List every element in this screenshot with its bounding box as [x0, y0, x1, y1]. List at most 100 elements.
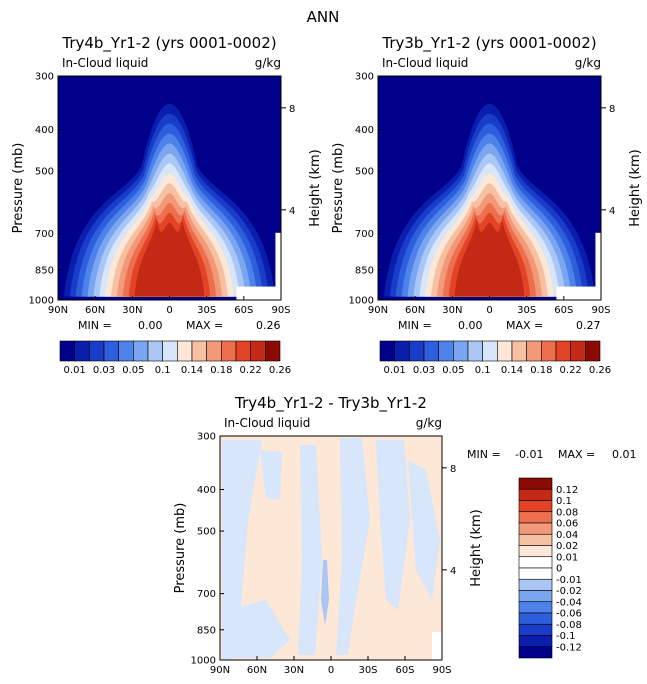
x-tick-label: 30N: [442, 305, 462, 316]
min-value: -0.01: [515, 448, 543, 461]
colorbar-swatch: [570, 340, 586, 362]
y-tick-label: 300: [197, 432, 216, 443]
colorbar-swatch: [518, 522, 553, 535]
min-label: MIN =: [398, 319, 432, 332]
colorbar-label: 0.18: [530, 365, 552, 376]
panel-try4b: 90N 60N 30N 0 30S 60S 90S 300 400 500 700 850 1000 8 4…: [11, 34, 323, 376]
colorbar-label: -0.08: [556, 620, 582, 631]
colorbar-swatch: [235, 340, 251, 362]
units-label: g/kg: [416, 416, 442, 430]
colorbar-label: 0.1: [155, 365, 171, 376]
colorbar-swatch: [518, 488, 553, 501]
units-label: g/kg: [255, 56, 281, 70]
colorbar-swatch: [518, 646, 553, 659]
x-tick-label: 30N: [284, 665, 304, 676]
x-tick-label: 30S: [358, 665, 377, 676]
colorbar-swatch: [103, 340, 119, 362]
y-tick-label: 700: [197, 589, 216, 600]
colorbar-swatch: [518, 545, 553, 558]
min-value: 0.00: [458, 319, 483, 332]
y-tick-label: 850: [35, 265, 54, 276]
colorbar-swatch: [74, 340, 90, 362]
panel-title: Try4b_Yr1-2 - Try3b_Yr1-2: [234, 394, 427, 413]
colorbar-swatch: [89, 340, 105, 362]
colorbar-label: 0.03: [413, 365, 435, 376]
y-tick-label: 1000: [29, 296, 54, 307]
variable-label: In-Cloud liquid: [382, 56, 468, 70]
x-tick-label: 60S: [554, 305, 573, 316]
colorbar-label: 0.22: [240, 365, 262, 376]
y2-tick-label: 8: [289, 104, 295, 115]
negative-difference-region: [260, 450, 282, 500]
x-tick-label: 30S: [197, 305, 216, 316]
y-axis-label: Pressure (mb): [331, 143, 346, 234]
colorbar-swatch: [394, 340, 410, 362]
colorbar-swatch: [555, 340, 571, 362]
x-tick-label: 0: [166, 305, 172, 316]
x-tick-label: 90N: [368, 305, 388, 316]
colorbar-swatch: [497, 340, 513, 362]
colorbar-label: 0.06: [556, 519, 578, 530]
y2-tick-label: 4: [609, 206, 615, 217]
colorbar-label: -0.02: [556, 586, 582, 597]
y-tick-label: 400: [35, 125, 54, 136]
y2-tick-label: 8: [450, 464, 456, 475]
x-tick-label: 30S: [517, 305, 536, 316]
min-label: MIN =: [78, 319, 112, 332]
max-value: 0.26: [256, 319, 281, 332]
colorbar-swatch: [133, 340, 149, 362]
colorbar-label: 0.22: [560, 365, 582, 376]
x-tick-label: 90S: [271, 305, 290, 316]
colorbar-swatch: [518, 623, 553, 636]
colorbar-label: 0.26: [269, 365, 291, 376]
x-tick-label: 90N: [48, 305, 68, 316]
colorbar-label: 0.04: [556, 530, 578, 541]
negative-difference-region: [408, 460, 440, 600]
colorbar-label: 0.05: [122, 365, 144, 376]
colorbar-swatch: [453, 340, 469, 362]
x-tick-label: 0: [486, 305, 492, 316]
colorbar-swatch: [518, 612, 553, 625]
colorbar-swatch: [438, 340, 454, 362]
missing-data-region: [595, 232, 601, 300]
negative-difference-region: [336, 438, 370, 655]
x-tick-label: 30N: [122, 305, 142, 316]
colorbar-label: -0.01: [556, 575, 582, 586]
colorbar-label: 0: [556, 564, 562, 575]
y-tick-label: 300: [355, 72, 374, 83]
y2-tick-label: 4: [289, 206, 295, 217]
colorbar-label: -0.1: [556, 631, 576, 642]
y2-axis-label: Height (km): [628, 149, 643, 226]
x-tick-label: 60N: [85, 305, 105, 316]
missing-data-region: [556, 286, 601, 300]
y2-axis-label: Height (km): [469, 509, 484, 586]
panel-difference: 90N 60N 30N 0 30S 60S 90S 300 400 500 700 850 1000 8 4…: [173, 394, 637, 676]
colorbar-swatch: [423, 340, 439, 362]
colorbar-swatch: [526, 340, 542, 362]
negative-difference-region: [321, 560, 329, 625]
panel-try3b: 90N 60N 30N 0 30S 60S 90S 300 400 500 700 850 1000 8 4…: [331, 34, 643, 376]
variable-label: In-Cloud liquid: [62, 56, 148, 70]
colorbar-swatch: [482, 340, 498, 362]
colorbar-swatch: [518, 533, 553, 546]
colorbar-label: 0.1: [556, 496, 572, 507]
y2-axis-label: Height (km): [308, 149, 323, 226]
y-tick-label: 500: [197, 527, 216, 538]
colorbar-label: -0.06: [556, 609, 582, 620]
x-tick-label: 60S: [395, 665, 414, 676]
colorbar-label: 0.14: [501, 365, 523, 376]
colorbar-swatch: [518, 635, 553, 648]
min-label: MIN =: [467, 448, 501, 461]
x-tick-label: 90N: [210, 665, 230, 676]
max-label: MAX =: [506, 319, 543, 332]
colorbar-swatch: [518, 477, 553, 490]
colorbar-label: 0.26: [589, 365, 611, 376]
colorbar-swatch: [147, 340, 163, 362]
panel-title: Try4b_Yr1-2 (yrs 0001-0002): [61, 34, 276, 53]
contour-level: [134, 219, 205, 297]
colorbar-swatch: [518, 590, 553, 603]
max-value: 0.27: [576, 319, 601, 332]
min-value: 0.00: [138, 319, 163, 332]
panel-title: Try3b_Yr1-2 (yrs 0001-0002): [381, 34, 596, 53]
